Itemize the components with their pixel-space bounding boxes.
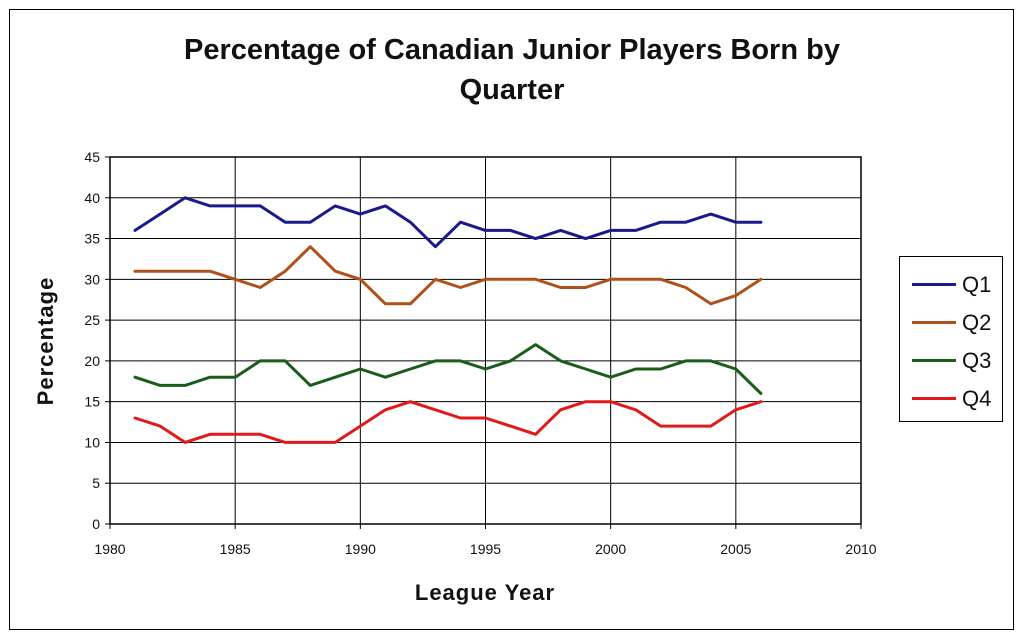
- legend-item-q2: Q2: [900, 307, 1002, 337]
- chart-title-line-1: Percentage of Canadian Junior Players Bo…: [184, 34, 840, 66]
- y-tick-label: 5: [92, 475, 100, 491]
- x-tick-label: 1995: [470, 541, 501, 557]
- x-axis-title: League Year: [415, 580, 555, 605]
- legend-label-q1: Q1: [962, 272, 992, 297]
- y-tick-label: 20: [84, 353, 100, 369]
- chart-title: Percentage of Canadian Junior Players Bo…: [0, 30, 1024, 110]
- legend-item-q4: Q4: [900, 383, 1002, 413]
- legend-swatch-q2: [912, 321, 956, 324]
- y-tick-label: 40: [84, 190, 100, 206]
- y-tick-label: 35: [84, 231, 100, 247]
- series-line-q2: [133, 245, 763, 306]
- x-tick-label: 2000: [595, 541, 626, 557]
- y-tick-label: 30: [84, 271, 100, 287]
- chart-title-line-2: Quarter: [459, 74, 565, 106]
- legend-swatch-q3: [912, 359, 956, 362]
- x-tick-label: 2010: [845, 541, 876, 557]
- legend: Q1 Q2 Q3 Q4: [899, 256, 1003, 422]
- y-axis-title: Percentage: [33, 277, 58, 406]
- series-line-q1: [133, 196, 763, 249]
- series-line-q4: [133, 400, 763, 444]
- legend-item-q1: Q1: [900, 269, 1002, 299]
- legend-swatch-q4: [912, 397, 956, 400]
- y-tick-label: 25: [84, 312, 100, 328]
- y-tick-label: 10: [84, 434, 100, 450]
- x-tick-label: 1990: [345, 541, 376, 557]
- series-line-q3: [133, 343, 763, 395]
- legend-label-q3: Q3: [962, 348, 992, 373]
- y-tick-label: 15: [84, 394, 100, 410]
- legend-label-q4: Q4: [962, 386, 992, 411]
- x-tick-label: 1980: [94, 541, 125, 557]
- legend-item-q3: Q3: [900, 345, 1002, 375]
- x-tick-label: 2005: [720, 541, 751, 557]
- x-tick-label: 1985: [220, 541, 251, 557]
- legend-swatch-q1: [912, 283, 956, 286]
- y-tick-label: 0: [92, 516, 100, 532]
- y-tick-label: 45: [84, 149, 100, 165]
- legend-label-q2: Q2: [962, 310, 992, 335]
